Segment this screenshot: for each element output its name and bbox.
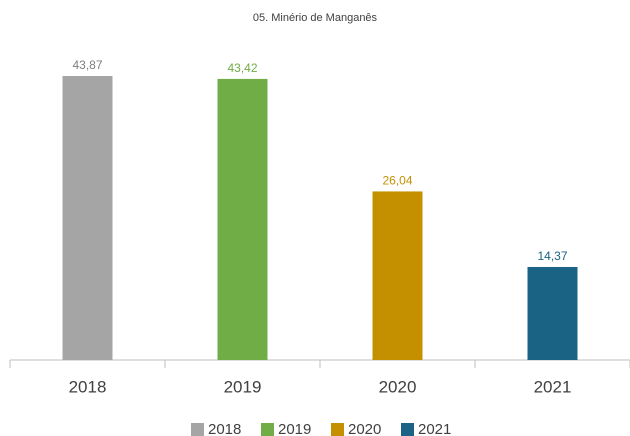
chart-title: 05. Minério de Manganês: [253, 12, 378, 24]
x-tick-label: 2020: [379, 377, 417, 396]
value-label: 43,87: [72, 58, 102, 72]
legend-swatch: [261, 423, 274, 436]
bar: [527, 266, 578, 360]
bar: [62, 76, 113, 360]
value-label: 43,42: [227, 61, 257, 75]
legend-label: 2018: [208, 421, 241, 436]
legend-swatch: [401, 423, 414, 436]
bar: [372, 191, 423, 360]
bar: [217, 78, 268, 361]
value-label: 14,37: [537, 249, 567, 263]
x-tick-label: 2019: [224, 377, 262, 396]
legend-label: 2021: [418, 421, 451, 436]
legend-swatch: [331, 423, 344, 436]
x-tick-label: 2018: [69, 377, 107, 396]
value-label: 26,04: [382, 174, 412, 188]
legend-swatch: [191, 423, 204, 436]
x-tick-label: 2021: [534, 377, 572, 396]
legend-label: 2019: [278, 421, 311, 436]
legend-label: 2020: [348, 421, 381, 436]
